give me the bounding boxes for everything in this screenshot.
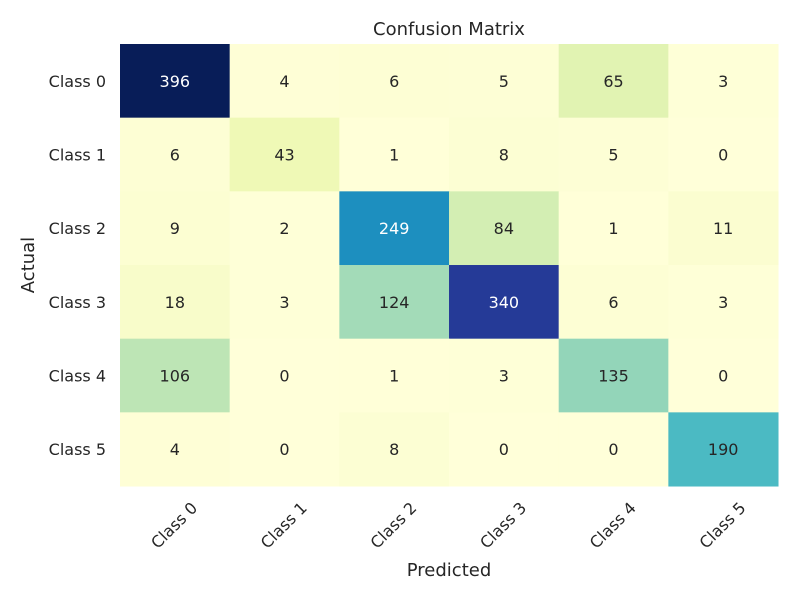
heatmap-cell-r2-c4 — [558, 191, 669, 266]
heatmap-cell-label-r2-c4: 1 — [608, 219, 618, 238]
heatmap-cell-label-r5-c4: 0 — [608, 440, 618, 459]
heatmap-cell-r4-c4 — [558, 338, 669, 413]
heatmap-cell-label-r1-c5: 0 — [718, 146, 728, 165]
heatmap-cell-label-r4-c3: 3 — [499, 367, 509, 386]
x-tick-label-0: Class 0 — [147, 498, 201, 552]
heatmap-cell-label-r0-c2: 6 — [389, 72, 399, 91]
heatmap-cell-r2-c5 — [668, 191, 779, 266]
heatmap-cell-label-r4-c5: 0 — [718, 367, 728, 386]
heatmap-cell-r1-c1 — [229, 117, 340, 192]
y-tick-label-5: Class 5 — [49, 440, 106, 459]
heatmap-cell-label-r0-c3: 5 — [499, 72, 509, 91]
heatmap-cell-r0-c5 — [668, 44, 779, 119]
heatmap-cell-r1-c5 — [668, 117, 779, 192]
x-tick-label-5: Class 5 — [695, 498, 749, 552]
heatmap-cell-label-r4-c1: 0 — [279, 367, 289, 386]
heatmap-cell-r1-c0 — [120, 117, 231, 192]
heatmap-cell-label-r3-c5: 3 — [718, 293, 728, 312]
y-axis-tick-labels: Class 0 Class 1 Class 2 Class 3 Class 4 Class… — [49, 72, 106, 459]
x-axis-label: Predicted — [407, 560, 492, 581]
heatmap-cell-label-r1-c3: 8 — [499, 146, 509, 165]
heatmap-cell-label-r5-c2: 8 — [389, 440, 399, 459]
y-tick-label-4: Class 4 — [49, 367, 106, 386]
x-tick-label-4: Class 4 — [586, 498, 640, 552]
x-tick-label-1: Class 1 — [257, 498, 311, 552]
x-tick-label-2: Class 2 — [366, 498, 420, 552]
x-tick-label-3: Class 3 — [476, 498, 530, 552]
heatmap-cell-r5-c4 — [558, 412, 669, 487]
heatmap-cell-label-r0-c1: 4 — [279, 72, 289, 91]
heatmap-cell-label-r3-c3: 340 — [489, 293, 520, 312]
y-tick-label-1: Class 1 — [49, 146, 106, 165]
y-tick-label-2: Class 2 — [49, 219, 106, 238]
heatmap-cell-r2-c0 — [120, 191, 231, 266]
heatmap-cell-label-r3-c2: 124 — [379, 293, 410, 312]
heatmap-cell-label-r5-c3: 0 — [499, 440, 509, 459]
heatmap-cell-label-r3-c4: 6 — [608, 293, 618, 312]
heatmap-cell-label-r2-c5: 11 — [713, 219, 733, 238]
heatmap-cell-r3-c0 — [120, 265, 231, 340]
heatmap-cell-r4-c1 — [229, 338, 340, 413]
heatmap-cell-r4-c3 — [449, 338, 560, 413]
heatmap-cell-label-r2-c2: 249 — [379, 219, 410, 238]
heatmap-cell-r0-c1 — [229, 44, 340, 119]
heatmap-cell-label-r0-c0: 396 — [160, 72, 191, 91]
heatmap-cell-r1-c3 — [449, 117, 560, 192]
heatmap-cell-r5-c0 — [120, 412, 231, 487]
y-tick-label-0: Class 0 — [49, 72, 106, 91]
heatmap-cell-r3-c1 — [229, 265, 340, 340]
heatmap-cell-r3-c2 — [339, 265, 450, 340]
heatmap-cell-r0-c4 — [558, 44, 669, 119]
heatmap-cell-label-r0-c4: 65 — [603, 72, 623, 91]
heatmap-cell-r0-c0 — [120, 44, 231, 119]
heatmap-cell-r4-c0 — [120, 338, 231, 413]
heatmap-cell-label-r3-c0: 18 — [165, 293, 185, 312]
heatmap-cell-r4-c5 — [668, 338, 779, 413]
heatmap-cell-label-r4-c2: 1 — [389, 367, 399, 386]
heatmap-cell-label-r4-c4: 135 — [598, 367, 629, 386]
heatmap-cell-r2-c3 — [449, 191, 560, 266]
heatmap-cell-r3-c5 — [668, 265, 779, 340]
heatmap-cell-r1-c2 — [339, 117, 450, 192]
heatmap-cell-label-r5-c5: 190 — [708, 440, 739, 459]
heatmap-cell-r5-c2 — [339, 412, 450, 487]
y-axis-label: Actual — [18, 237, 39, 293]
heatmap-cell-r0-c2 — [339, 44, 450, 119]
heatmap-cell-label-r5-c0: 4 — [170, 440, 180, 459]
heatmap-cell-label-r2-c1: 2 — [279, 219, 289, 238]
heatmap-cell-label-r1-c1: 43 — [274, 146, 294, 165]
heatmap-cell-r0-c3 — [449, 44, 560, 119]
heatmap-cell-r1-c4 — [558, 117, 669, 192]
heatmap-cell-label-r2-c0: 9 — [170, 219, 180, 238]
heatmap-cell-r2-c2 — [339, 191, 450, 266]
y-tick-label-3: Class 3 — [49, 293, 106, 312]
heatmap-cell-label-r1-c2: 1 — [389, 146, 399, 165]
heatmap-cell-label-r1-c0: 6 — [170, 146, 180, 165]
heatmap-cell-r3-c3 — [449, 265, 560, 340]
x-axis-tick-labels: Class 0 Class 1 Class 2 Class 3 Class 4 Class… — [147, 498, 749, 552]
heatmap-cell-label-r4-c0: 106 — [160, 367, 191, 386]
heatmap-cell-r4-c2 — [339, 338, 450, 413]
heatmap-cell-r2-c1 — [229, 191, 340, 266]
heatmap-cell-label-r2-c3: 84 — [494, 219, 514, 238]
heatmap-cell-r5-c5 — [668, 412, 779, 487]
chart-title: Confusion Matrix — [373, 19, 525, 40]
heatmap-cell-r5-c3 — [449, 412, 560, 487]
heatmap-cell-r3-c4 — [558, 265, 669, 340]
heatmap-cell-label-r1-c4: 5 — [608, 146, 618, 165]
heatmap-cell-label-r5-c1: 0 — [279, 440, 289, 459]
heatmap-cell-label-r0-c5: 3 — [718, 72, 728, 91]
heatmap-cell-label-r3-c1: 3 — [279, 293, 289, 312]
heatmap-cell-r5-c1 — [229, 412, 340, 487]
